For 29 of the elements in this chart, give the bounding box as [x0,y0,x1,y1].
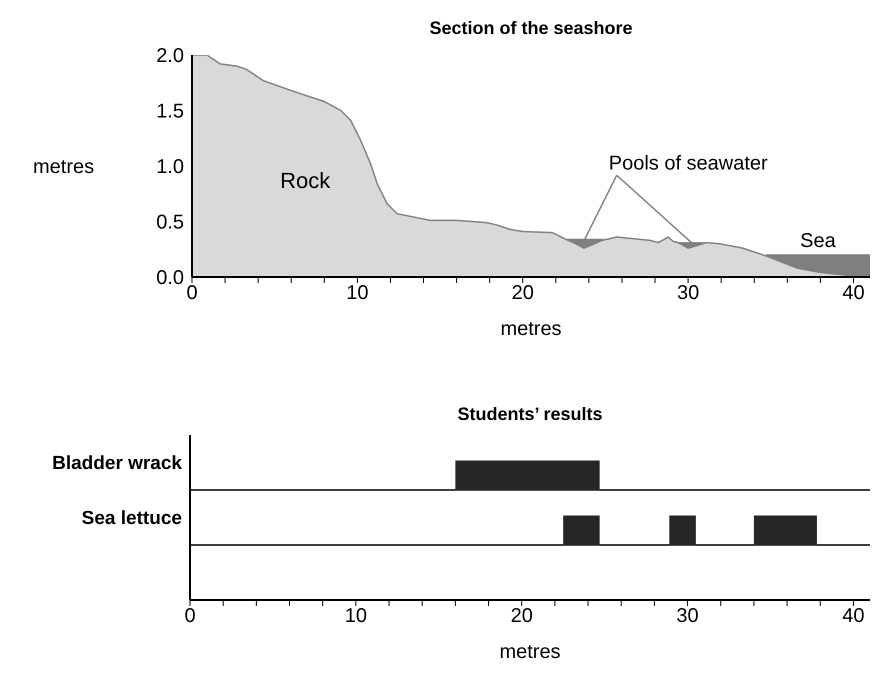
x-tick-label: 40 [842,605,865,628]
x-tick-label: 0 [184,605,196,628]
x-tick-label: 40 [842,282,865,304]
y-axis-title: metres [33,156,94,178]
x-axis-title: metres [500,318,562,340]
y-tick-label: Bladder wrack [52,453,182,474]
x-tick-label: 20 [510,605,533,628]
x-tick-label: 0 [186,282,198,304]
chart-title: Students’ results [456,404,604,425]
text: Pools of seawater [608,152,768,174]
y-tick-label: Sea lettuce [82,508,182,530]
series-label: Rock [280,168,332,194]
y-tick-label: 0.5 [156,212,184,234]
chart-title: Section of the seashore [428,18,634,39]
y-tick-label: 0.0 [156,267,184,290]
bar [455,460,600,490]
x-tick-label: 20 [512,282,534,304]
x-axis-title: metres [499,641,561,663]
y-tick-label: 1.0 [156,156,184,178]
bar [754,516,817,546]
bar [669,516,696,546]
x-tick-label: 10 [344,605,367,628]
y-tick-label: 1.5 [156,100,184,123]
y-tick-label: 2.0 [156,45,184,68]
bar [563,516,600,546]
x-tick-label: 10 [346,282,368,304]
x-tick-label: 30 [676,282,700,304]
x-tick-label: 30 [676,605,699,628]
series-label: Sea [800,230,837,252]
